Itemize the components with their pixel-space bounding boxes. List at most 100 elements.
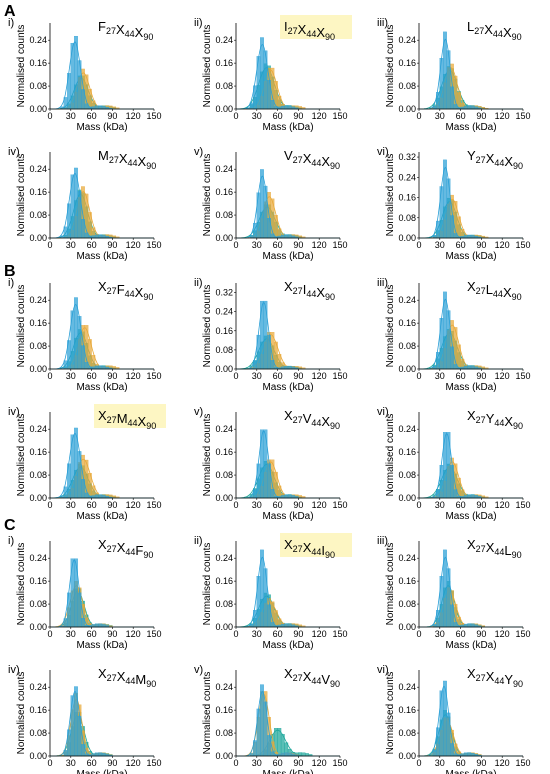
x-tick-label: 30 xyxy=(66,629,76,639)
title-letter: X xyxy=(116,22,125,37)
title-letter: X xyxy=(467,537,476,552)
y-tick-label: 0.16 xyxy=(215,326,233,336)
title-subscript: 27 xyxy=(109,155,119,165)
x-tick-label: 0 xyxy=(416,629,421,639)
histogram-bar xyxy=(470,105,475,110)
x-tick-label: 60 xyxy=(87,500,97,510)
x-tick-label: 60 xyxy=(87,111,97,121)
subplot-index: vi) xyxy=(377,664,389,676)
histogram-bar xyxy=(439,186,444,239)
title-subscript: 90 xyxy=(146,679,156,689)
fit-curve xyxy=(236,556,340,628)
subplot-title: F27X44X90 xyxy=(98,19,153,42)
fit-curve xyxy=(236,430,340,499)
title-letter: L xyxy=(486,282,493,297)
x-tick-label: 120 xyxy=(312,758,327,768)
x-tick-label: 150 xyxy=(515,111,530,121)
x-tick-label: 120 xyxy=(495,629,510,639)
y-tick-label: 0.16 xyxy=(398,447,416,457)
y-tick-label: 0.24 xyxy=(29,164,47,174)
x-tick-label: 120 xyxy=(126,500,141,510)
y-tick-label: 0.00 xyxy=(29,233,47,243)
y-tick-label: 0.24 xyxy=(29,682,47,692)
x-axis-label: Mass (kDa) xyxy=(262,251,313,262)
histogram-bar xyxy=(256,708,261,757)
fit-curve xyxy=(236,338,340,370)
y-axis-label: Normalised counts xyxy=(16,25,27,108)
histogram-bar xyxy=(280,234,285,239)
x-axis-label: Mass (kDa) xyxy=(445,511,496,522)
title-letter: X xyxy=(98,408,107,423)
y-tick-label: 0.16 xyxy=(215,187,233,197)
title-subscript: 44 xyxy=(493,29,503,39)
title-subscript: 27 xyxy=(476,286,486,296)
histogram-bar xyxy=(443,432,447,499)
y-tick-label: 0.24 xyxy=(398,682,416,692)
subplot-title: X27V44X90 xyxy=(284,408,340,431)
title-subscript: 44 xyxy=(128,158,138,168)
x-tick-label: 60 xyxy=(456,371,466,381)
title-subscript: 90 xyxy=(143,550,153,560)
title-subscript: 44 xyxy=(311,158,321,168)
x-tick-label: 120 xyxy=(495,500,510,510)
title-subscript: 44 xyxy=(306,289,316,299)
title-letter: X xyxy=(303,669,312,684)
y-axis-label: Normalised counts xyxy=(385,414,396,497)
x-tick-label: 30 xyxy=(252,629,262,639)
title-subscript: 44 xyxy=(493,289,503,299)
title-subscript: 27 xyxy=(107,286,117,296)
y-tick-label: 0.00 xyxy=(398,104,416,114)
title-letter: M xyxy=(135,672,146,687)
subplot-index: vi) xyxy=(377,146,389,158)
subplot-title: X27X44L90 xyxy=(467,537,522,560)
x-tick-label: 30 xyxy=(66,240,76,250)
x-tick-label: 150 xyxy=(332,111,347,121)
fit-curve xyxy=(236,464,340,499)
x-tick-label: 0 xyxy=(416,371,421,381)
y-tick-label: 0.08 xyxy=(215,210,233,220)
x-tick-label: 0 xyxy=(47,111,52,121)
y-tick-label: 0.08 xyxy=(398,599,416,609)
x-tick-label: 30 xyxy=(66,371,76,381)
histogram-bar xyxy=(463,623,468,628)
x-tick-label: 0 xyxy=(233,111,238,121)
histogram-bar xyxy=(287,623,292,628)
x-tick-label: 90 xyxy=(107,240,117,250)
x-tick-label: 0 xyxy=(233,758,238,768)
y-axis-label: Normalised counts xyxy=(202,154,213,237)
histogram-bar xyxy=(287,494,292,499)
y-tick-label: 0.16 xyxy=(215,705,233,715)
subplot-index: iii) xyxy=(377,277,388,289)
y-tick-label: 0.32 xyxy=(215,288,233,298)
x-tick-label: 120 xyxy=(495,111,510,121)
title-subscript: 90 xyxy=(513,161,523,171)
x-tick-label: 90 xyxy=(107,758,117,768)
histogram-bar xyxy=(463,365,468,370)
histogram-bar xyxy=(284,494,289,499)
title-letter: Y xyxy=(467,148,476,163)
x-tick-label: 90 xyxy=(476,500,486,510)
x-tick-label: 90 xyxy=(293,629,303,639)
x-tick-label: 30 xyxy=(66,758,76,768)
y-tick-label: 0.00 xyxy=(215,104,233,114)
title-highlight xyxy=(280,15,352,39)
x-tick-label: 60 xyxy=(273,111,283,121)
x-tick-label: 60 xyxy=(87,240,97,250)
title-subscript: 27 xyxy=(476,155,486,165)
title-letter: X xyxy=(117,540,126,555)
y-tick-label: 0.24 xyxy=(398,424,416,434)
histogram-bar xyxy=(287,752,292,757)
y-tick-label: 0.08 xyxy=(215,599,233,609)
title-letter: X xyxy=(303,540,312,555)
title-subscript: 90 xyxy=(330,679,340,689)
x-tick-label: 60 xyxy=(273,758,283,768)
x-tick-label: 60 xyxy=(273,240,283,250)
title-subscript: 90 xyxy=(325,550,335,560)
y-tick-label: 0.24 xyxy=(398,35,416,45)
x-tick-label: 60 xyxy=(456,629,466,639)
histogram-bar xyxy=(70,695,75,757)
